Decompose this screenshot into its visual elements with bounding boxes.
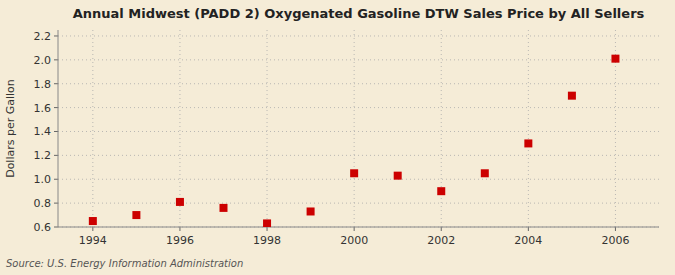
point xyxy=(611,55,619,63)
tick-label-y: 1.6 xyxy=(34,102,52,115)
grid-line-y xyxy=(58,83,659,84)
point xyxy=(524,139,532,147)
tick-y xyxy=(54,179,58,180)
grid-line-x xyxy=(441,30,442,227)
tick-y xyxy=(54,155,58,156)
grid-line-x xyxy=(528,30,529,227)
point xyxy=(263,219,271,227)
tick-y xyxy=(54,107,58,108)
grid-line-y xyxy=(58,155,659,156)
point xyxy=(437,187,445,195)
tick-x xyxy=(528,227,529,231)
tick-y xyxy=(54,227,58,228)
tick-label-x: 1994 xyxy=(79,234,107,247)
tick-y xyxy=(54,203,58,204)
y-axis-line xyxy=(58,30,59,227)
tick-x xyxy=(615,227,616,231)
grid-line-y xyxy=(58,203,659,204)
grid-line-x xyxy=(354,30,355,227)
point xyxy=(219,204,227,212)
grid-line-y xyxy=(58,107,659,108)
tick-label-y: 1.4 xyxy=(34,125,52,138)
tick-x xyxy=(92,227,93,231)
axes: 0.6 0.8 1.0 1.2 1.4 1.6 1.8 2.0 2.2 1994 1996 1998 2… xyxy=(34,30,660,247)
grid-line-y xyxy=(58,179,659,180)
tick-label-y: 1.0 xyxy=(34,173,52,186)
tick-y xyxy=(54,59,58,60)
tick-label-y: 0.8 xyxy=(34,197,52,210)
tick-label-x: 2002 xyxy=(427,234,455,247)
y-axis-label: Dollars per Gallon xyxy=(4,79,17,178)
tick-x xyxy=(441,227,442,231)
point xyxy=(307,207,315,215)
tick-label-x: 2004 xyxy=(514,234,542,247)
tick-label-y: 2.0 xyxy=(34,54,52,67)
point xyxy=(132,211,140,219)
tick-label-x: 1998 xyxy=(253,234,281,247)
tick-label-y: 1.8 xyxy=(34,78,52,91)
tick-label-x: 1996 xyxy=(166,234,194,247)
point xyxy=(176,198,184,206)
x-axis-line xyxy=(58,227,659,228)
tick-label-x: 2006 xyxy=(601,234,629,247)
grid-line-y xyxy=(58,59,659,60)
grid-line-y xyxy=(58,35,659,36)
title: Annual Midwest (PADD 2) Oxygenated Gasol… xyxy=(73,6,645,21)
tick-y xyxy=(54,83,58,84)
tick-x xyxy=(179,227,180,231)
point xyxy=(481,169,489,177)
points xyxy=(89,55,620,227)
point xyxy=(89,217,97,225)
point xyxy=(394,172,402,180)
tick-label-y: 0.6 xyxy=(34,221,52,234)
point xyxy=(568,92,576,100)
source: Source: U.S. Energy Information Administ… xyxy=(6,258,243,269)
tick-label-y: 2.2 xyxy=(34,30,52,43)
tick-y xyxy=(54,131,58,132)
tick-label-x: 2000 xyxy=(340,234,368,247)
tick-label-y: 1.2 xyxy=(34,149,52,162)
grid-line-y xyxy=(58,131,659,132)
grid-line-x xyxy=(92,30,93,227)
grid-line-y xyxy=(58,227,659,228)
tick-y xyxy=(54,35,58,36)
grid-line-x xyxy=(179,30,180,227)
tick-x xyxy=(354,227,355,231)
grid xyxy=(58,30,659,227)
point xyxy=(350,169,358,177)
chart: Annual Midwest (PADD 2) Oxygenated Gasol… xyxy=(0,0,675,275)
tick-x xyxy=(267,227,268,231)
grid-line-x xyxy=(267,30,268,227)
